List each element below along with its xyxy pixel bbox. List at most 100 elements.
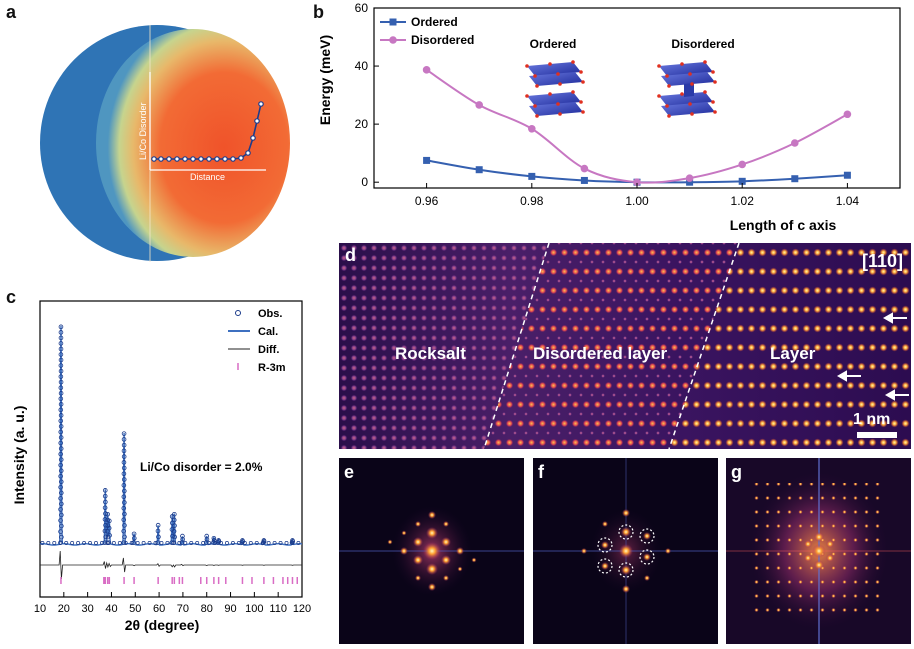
observed-point [58,330,64,335]
observed-point [103,534,108,540]
observed-point [58,496,63,501]
ordered-structure-illustration [525,60,585,118]
observed-point [58,541,63,545]
observed-point [117,541,122,545]
observed-point [58,435,64,440]
legend-marker [389,36,397,44]
observed-point [121,460,127,465]
observed-point [102,528,108,534]
series-line-1 [426,69,848,184]
observed-point [165,541,170,545]
observed-point [58,518,63,523]
observed-point [122,534,127,540]
x-tick-label: 1.02 [731,194,755,208]
data-point [580,164,589,173]
y-tick-label: 60 [355,1,369,15]
observed-point [121,448,127,454]
panel-label-d: d [345,245,356,265]
observed-point [103,511,108,516]
y-axis-label: Energy (meV) [317,35,333,125]
observed-point [195,541,200,545]
observed-point [189,541,194,545]
observed-point [121,437,127,442]
x-tick-label: 80 [201,603,213,615]
observed-point [170,533,175,539]
observed-point [58,379,64,385]
observed-point [58,335,64,341]
observed-point [240,538,245,543]
observed-point [107,533,112,538]
observed-point [284,541,289,545]
x-tick-label: 1.04 [836,194,860,208]
observed-point [177,541,182,545]
observed-point [58,462,63,468]
stem-image: d [110] Rocksalt Disordered layer Layer … [339,243,911,449]
observed-point [172,523,177,528]
x-tick-label: 30 [82,603,94,615]
observed-point [121,494,127,500]
disordered-structure-illustration [657,60,717,118]
observed-point [58,451,64,457]
x-tick-label: 100 [245,603,263,615]
x-tick-label: 0.98 [520,194,544,208]
fft-pattern-e: e [339,458,524,644]
observed-point [58,479,64,485]
region-label-rocksalt: Rocksalt [395,344,466,363]
observed-point [58,346,64,352]
observed-point [106,525,112,531]
observed-point [131,531,137,537]
x-tick-label: 40 [105,603,117,615]
observed-point [159,541,164,545]
observed-point [122,500,127,505]
observed-point [58,424,64,429]
x-tick-label: 60 [153,603,165,615]
observed-point [296,541,301,545]
observed-point [172,512,177,517]
observed-point [58,485,63,490]
observed-point [254,541,259,545]
observed-point [58,401,64,407]
observed-point [135,541,140,545]
observed-point [123,541,128,545]
x-tick-label: 70 [177,603,189,615]
x-axis-label: Length of c axis [730,217,837,233]
inner-core [96,29,290,257]
observed-point [141,541,146,545]
y-tick-label: 40 [355,59,369,73]
data-point [633,178,641,186]
observed-point [121,540,126,545]
x-tick-label: 10 [34,603,46,615]
observed-point [58,468,64,474]
observed-point [121,528,126,534]
observed-point [171,541,176,545]
legend-label: Ordered [411,15,458,29]
observed-point [102,493,108,499]
observed-point [122,523,127,528]
panel-label-e: e [344,462,355,482]
observed-point [94,541,98,545]
observed-point [155,528,161,534]
observed-point [102,505,108,511]
legend-label: R-3m [258,362,286,374]
observed-point [121,442,127,448]
legend-label: Disordered [411,33,474,47]
arrow-icons [836,312,909,401]
observed-point [111,541,116,545]
observed-point [58,396,64,402]
panel-label-b: b [313,2,324,22]
observed-point [105,523,111,528]
observed-point [129,541,134,545]
data-point [423,156,431,164]
observed-point [107,518,112,524]
observed-point [211,538,217,543]
observed-point [183,541,188,545]
observed-point [105,512,110,517]
difference-line [40,550,302,580]
observed-point [58,363,64,368]
observed-point [204,533,210,539]
data-point [738,160,746,169]
legend-label: Diff. [258,344,279,356]
data-point [475,101,483,109]
xrd-chart: 10 20 30 40 50 60 70 80 90 100 110 120 2θ (degree) … [11,300,311,633]
y-tick-label: 0 [361,175,368,189]
